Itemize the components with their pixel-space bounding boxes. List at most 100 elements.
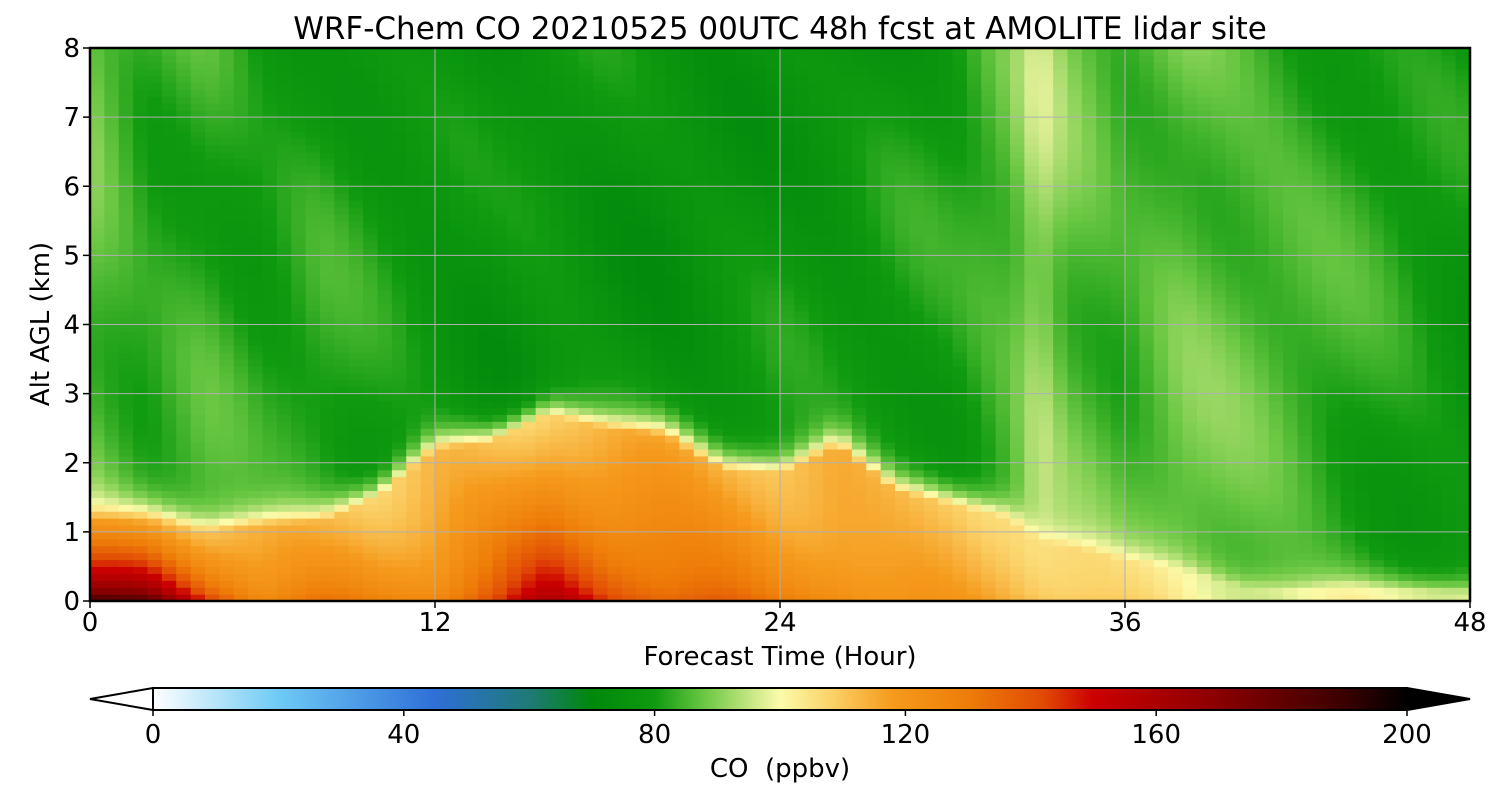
heatmap-cell [233, 48, 249, 56]
heatmap-cell [550, 324, 565, 333]
heatmap-cell [578, 524, 594, 533]
heatmap-cell [233, 179, 249, 187]
heatmap-cell [923, 331, 939, 339]
heatmap-cell [679, 151, 695, 160]
heatmap-cell [320, 96, 335, 104]
heatmap-cell [248, 428, 264, 436]
heatmap-cell [276, 407, 292, 415]
heatmap-cell [276, 414, 292, 422]
heatmap-cell [808, 448, 824, 457]
heatmap-cell [952, 296, 968, 305]
heatmap-cell [420, 130, 436, 139]
heatmap-cell [219, 531, 235, 540]
heatmap-cell [938, 61, 954, 70]
heatmap-cell [794, 220, 810, 229]
heatmap-cell [765, 469, 781, 478]
heatmap-cell [176, 276, 192, 284]
heatmap-cell [981, 386, 997, 395]
heatmap-cell [161, 206, 177, 215]
heatmap-cell [478, 359, 494, 367]
heatmap-cell [607, 324, 623, 333]
heatmap-cell [535, 545, 551, 554]
heatmap-cell [219, 68, 235, 77]
heatmap-cell [708, 504, 724, 512]
heatmap-cell [952, 48, 968, 56]
heatmap-cell [190, 559, 206, 568]
heatmap-cell [190, 110, 206, 118]
heatmap-cell [348, 559, 364, 568]
heatmap-cell [291, 158, 307, 167]
heatmap-cell [621, 455, 637, 464]
heatmap-cell [391, 117, 407, 125]
heatmap-cell [708, 124, 724, 132]
heatmap-cell [550, 407, 565, 415]
heatmap-cell [176, 61, 192, 70]
heatmap-cell [406, 372, 422, 381]
heatmap-cell [909, 421, 925, 429]
heatmap-cell [780, 262, 795, 270]
heatmap-cell [909, 490, 925, 498]
heatmap-cell [449, 206, 465, 215]
heatmap-cell [435, 345, 450, 353]
heatmap-cell [952, 220, 968, 229]
heatmap-cell [449, 220, 465, 229]
heatmap-cell [478, 89, 494, 97]
heatmap-cell [607, 206, 623, 215]
heatmap-cell [305, 124, 321, 132]
heatmap-cell [966, 421, 982, 429]
heatmap-cell [722, 186, 738, 194]
heatmap-cell [966, 103, 982, 111]
heatmap-cell [262, 130, 278, 139]
heatmap-cell [794, 317, 810, 326]
heatmap-cell [363, 296, 379, 305]
heatmap-cell [621, 407, 637, 415]
heatmap-cell [880, 248, 896, 256]
heatmap-cell [262, 158, 278, 167]
heatmap-cell [851, 241, 867, 250]
heatmap-cell [952, 193, 968, 201]
heatmap-cell [133, 310, 149, 319]
heatmap-cell [952, 497, 968, 505]
heatmap-cell [161, 435, 177, 443]
heatmap-cell [909, 345, 925, 353]
heatmap-cell [736, 497, 752, 505]
heatmap-cell [923, 103, 939, 111]
heatmap-cell [334, 68, 350, 77]
heatmap-cell [952, 393, 968, 402]
heatmap-cell [305, 497, 321, 505]
heatmap-cell [104, 372, 120, 381]
heatmap-cell [248, 483, 264, 491]
heatmap-cell [621, 96, 637, 104]
heatmap-cell [363, 497, 379, 505]
heatmap-cell [435, 151, 450, 160]
heatmap-cell [233, 151, 249, 160]
heatmap-cell [923, 359, 939, 367]
heatmap-cell [521, 110, 537, 118]
heatmap-cell [205, 338, 220, 346]
heatmap-cell [880, 386, 896, 395]
heatmap-cell [233, 414, 249, 422]
heatmap-cell [923, 172, 939, 180]
heatmap-cell [636, 435, 652, 443]
heatmap-cell [478, 103, 494, 111]
heatmap-cell [650, 96, 666, 104]
heatmap-cell [391, 89, 407, 97]
heatmap-cell [506, 61, 522, 70]
heatmap-cell [679, 262, 695, 270]
heatmap-cell [104, 379, 120, 388]
heatmap-cell [866, 587, 882, 595]
heatmap-cell [449, 448, 465, 457]
heatmap-cell [262, 483, 278, 491]
heatmap-cell [866, 559, 882, 568]
heatmap-cell [348, 372, 364, 381]
heatmap-cell [463, 165, 479, 174]
heatmap-cell [463, 428, 479, 436]
heatmap-cell [938, 448, 954, 457]
heatmap-cell [636, 573, 652, 581]
heatmap-cell [305, 103, 321, 111]
heatmap-cell [837, 54, 853, 63]
heatmap-cell [478, 524, 494, 533]
heatmap-cell [895, 186, 910, 194]
heatmap-cell [866, 379, 882, 388]
heatmap-cell [736, 165, 752, 174]
